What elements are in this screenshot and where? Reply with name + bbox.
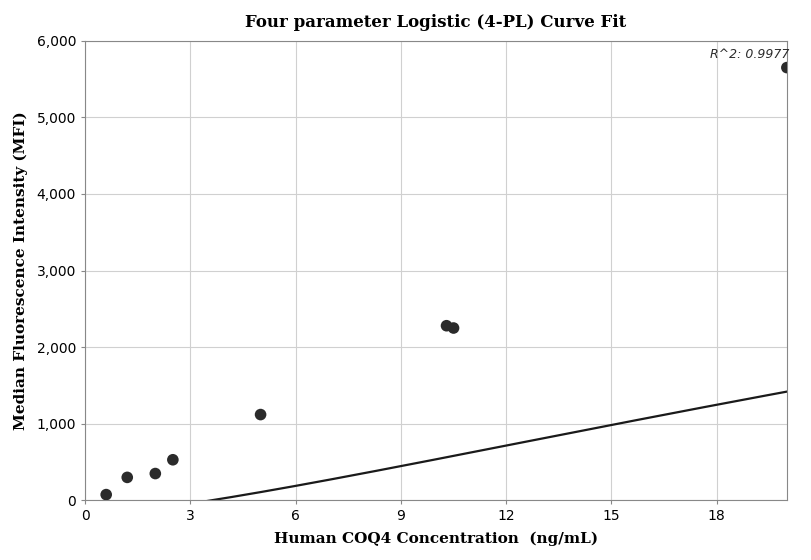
Point [780,63,793,72]
Point [149,469,162,478]
Point [440,321,453,330]
Text: R^2: 0.9977: R^2: 0.9977 [710,48,789,62]
Point [166,455,179,464]
Point [121,473,134,482]
Point [447,324,460,333]
X-axis label: Human COQ4 Concentration  (ng/mL): Human COQ4 Concentration (ng/mL) [274,532,598,546]
Point [100,490,113,499]
Point [254,410,267,419]
Title: Four parameter Logistic (4-PL) Curve Fit: Four parameter Logistic (4-PL) Curve Fit [246,14,627,31]
Y-axis label: Median Fluorescence Intensity (MFI): Median Fluorescence Intensity (MFI) [14,111,28,430]
